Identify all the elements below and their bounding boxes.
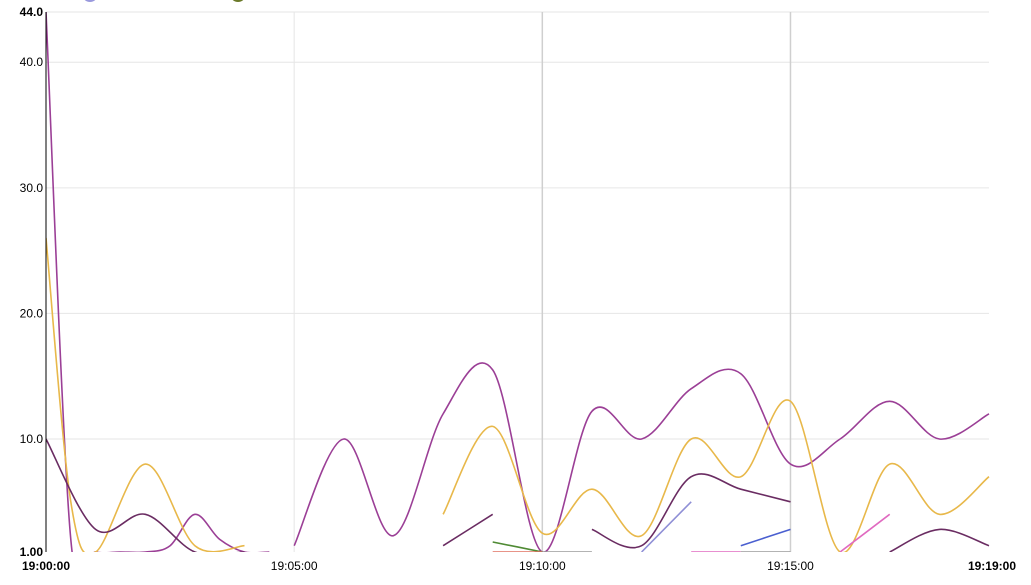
series-line-3 [641, 501, 692, 552]
series-line-5 [839, 513, 891, 552]
x-tick-label: 19:15:00 [767, 559, 814, 573]
x-tick-label: 19:05:00 [271, 559, 318, 573]
legend [84, 0, 244, 2]
series-lines [46, 11, 990, 552]
legend-marker [232, 0, 244, 2]
series-line-2 [46, 438, 245, 552]
series-line-2 [889, 528, 990, 552]
y-tick-label: 20.0 [20, 306, 44, 320]
y-tick-label: 40.0 [20, 55, 44, 69]
series-line-1 [46, 237, 245, 552]
y-tick-label: 44.0 [20, 5, 44, 19]
series-line-0 [46, 11, 270, 552]
y-tick-label: 30.0 [20, 181, 44, 195]
x-axis-tick-labels: 19:00:00 19:05:00 19:10:00 19:15:00 19:19:00 [22, 559, 1016, 573]
legend-marker [84, 0, 96, 2]
series-line-2 [442, 513, 494, 547]
series-line-1 [442, 399, 990, 552]
series-line-4 [740, 528, 791, 547]
series-line-0 [293, 362, 990, 552]
x-tick-label: 19:00:00 [22, 559, 70, 573]
y-axis-tick-labels: 1.00 10.0 20.0 30.0 40.0 44.0 [20, 5, 44, 559]
grid [46, 11, 989, 552]
series-line-6 [492, 541, 543, 552]
series-line-2 [591, 473, 791, 549]
x-tick-label: 19:10:00 [519, 559, 566, 573]
x-tick-label: 19:19:00 [968, 559, 1016, 573]
y-tick-label: 1.00 [20, 545, 44, 559]
y-tick-label: 10.0 [20, 432, 44, 446]
